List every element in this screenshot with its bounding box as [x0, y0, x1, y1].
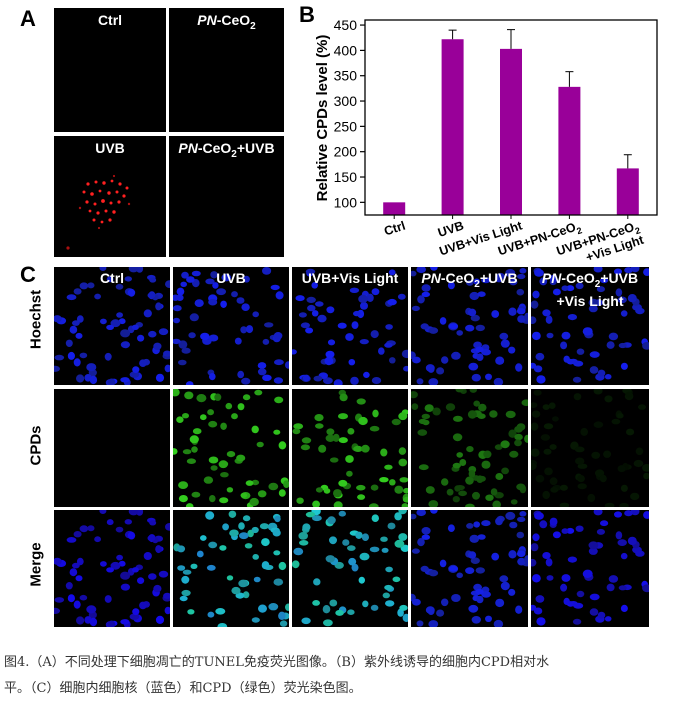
panel-c-merge-uvb-vis-light-image [292, 510, 408, 627]
panel-a-uvb-image: UVB [54, 136, 166, 257]
panel-c-cpds-pn-ceo2-uvb-image [411, 389, 528, 507]
caption-line-1: 图4.（A）不同处理下细胞凋亡的TUNEL免疫荧光图像。（B）紫外线诱导的细胞内… [4, 655, 550, 670]
panel-c-cpds-pn-ceo2-uvb-vis-light-image [531, 389, 649, 507]
y-tick-label: 100 [334, 194, 358, 210]
panel-c-cpds-ctrl-image [54, 389, 170, 507]
y-tick-label: 350 [334, 68, 358, 84]
cell-nuclei [531, 510, 649, 626]
cell-nuclei [292, 389, 408, 507]
bar [558, 86, 581, 215]
panel-c-merge-ctrl-image [54, 510, 170, 627]
y-tick-label: 250 [334, 118, 358, 134]
panel-c-merge-pn-ceo2-uvb-vis-light-image [531, 510, 649, 627]
row-label-hoechst: Hoechst [27, 289, 45, 350]
panel-a-title-pn-ceo2-uvb: PN-CeO2+UVB [178, 140, 275, 160]
panel-c-hoechst-uvb-vis-light-image [292, 267, 408, 385]
panel-a-title-ctrl: Ctrl [97, 12, 123, 28]
y-tick-label: 450 [334, 17, 358, 33]
panel-c-merge-pn-ceo2-uvb-image [411, 510, 528, 627]
panel-a-title-uvb: UVB [95, 140, 125, 156]
panel-label-b: B [299, 2, 315, 27]
cell-nuclei [531, 389, 649, 507]
cell-nuclei [292, 510, 408, 627]
cell-nuclei [173, 267, 289, 385]
cell-nuclei [411, 510, 528, 627]
y-axis-label: Relative CPDs level (%) [314, 35, 331, 202]
panel-c-title-pn-ceo2-uvb-vis-light: PN-CeO2+UVB +Vis Light [541, 270, 639, 309]
bar [500, 48, 522, 215]
panel-c-hoechst-pn-ceo2-uvb-vis-light-image [531, 267, 649, 385]
x-tick-label: Ctrl [382, 219, 407, 239]
panel-c-hoechst-uvb-image [173, 267, 289, 385]
y-tick-label: 200 [334, 144, 358, 160]
panel-label-c: C [20, 262, 36, 287]
panel-label-a: A [20, 6, 36, 31]
panel-c-title-pn-ceo2-uvb: PN-CeO2+UVB [421, 270, 518, 290]
row-label-merge: Merge [27, 542, 45, 587]
apoptotic-cells [66, 174, 131, 250]
cell-nuclei [54, 510, 170, 627]
panel-c-title-uvb-vis-light: UVB+Vis Light [301, 270, 399, 286]
cell-nuclei [54, 389, 170, 507]
figure-caption: 图4.（A）不同处理下细胞凋亡的TUNEL免疫荧光图像。（B）紫外线诱导的细胞内… [4, 650, 673, 702]
panel-c-hoechst-ctrl-image [54, 267, 170, 385]
panel-c-merge-uvb-image [173, 510, 289, 627]
cpd-bar-chart: Relative CPDs level (%) 100 150 200 250 300 3… [314, 17, 658, 262]
cell-nuclei [292, 268, 408, 385]
caption-line-2: 平。（C）细胞内细胞核（蓝色）和CPD（绿色）荧光染色图。 [4, 681, 362, 696]
panel-c-cpds-uvb-image [173, 389, 289, 507]
cell-nuclei [54, 267, 170, 385]
bar [383, 202, 406, 215]
cell-nuclei [411, 267, 528, 385]
cell-nuclei [173, 510, 289, 627]
plot-frame [364, 19, 658, 216]
panel-c-hoechst-pn-ceo2-uvb-image [411, 267, 528, 385]
panel-c-title-uvb: UVB [216, 270, 246, 286]
panel-a-title-pn-ceo2: PN-CeO2 [197, 12, 256, 32]
panel-a-pn-ceo2-image: PN-CeO2 [169, 8, 284, 132]
y-tick-label: 300 [334, 93, 358, 109]
panel-a-pn-ceo2-uvb-image: PN-CeO2+UVB [169, 136, 284, 257]
bar [441, 39, 464, 216]
bar [616, 168, 639, 215]
panel-c-cpds-uvb-vis-light-image [292, 389, 408, 507]
y-tick-label: 150 [334, 169, 358, 185]
cell-nuclei [531, 267, 649, 384]
panel-a-ctrl-image: Ctrl [54, 8, 166, 132]
row-label-cpds: CPDs [27, 425, 45, 466]
y-tick-label: 400 [334, 42, 358, 58]
cell-nuclei [411, 389, 528, 507]
panel-c-title-ctrl: Ctrl [99, 270, 125, 286]
cell-nuclei [173, 389, 289, 507]
